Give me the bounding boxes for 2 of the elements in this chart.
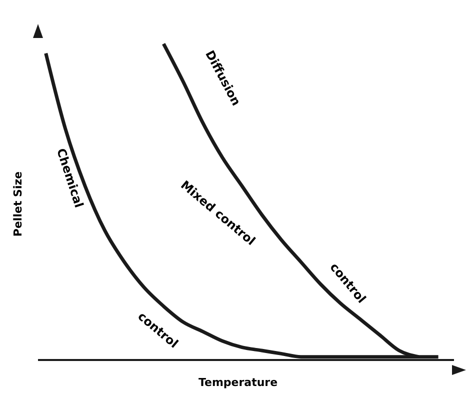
y-axis-title: Pellet Size (12, 171, 24, 237)
x-axis-title: Temperature (197, 376, 279, 389)
